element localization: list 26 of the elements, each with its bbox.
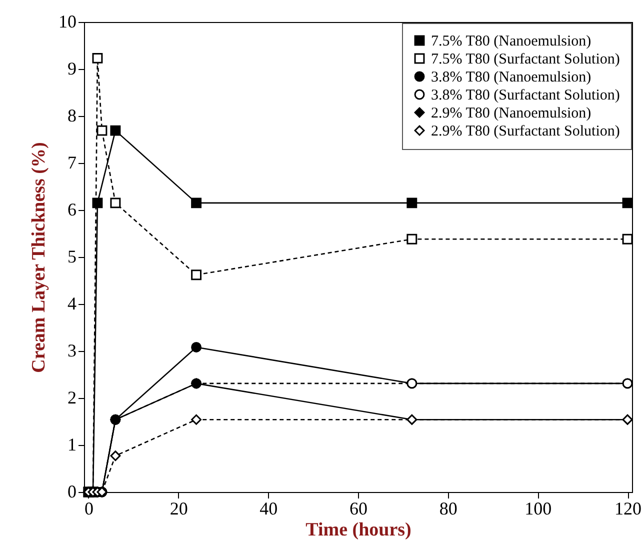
x-axis-title: Time (hours) [306,520,412,540]
y-tick-label: 9 [68,58,76,78]
legend-label: 3.8% T80 (Nanoemulsion) [431,70,592,86]
legend-label: 7.5% T80 (Surfactant Solution) [431,52,620,68]
y-tick-label: 6 [68,200,76,220]
x-tick-label: 40 [260,498,278,518]
x-tick-label: 60 [350,498,368,518]
y-tick-label: 2 [68,388,76,408]
x-tick-label: 120 [614,498,642,518]
y-tick-label: 0 [68,482,76,502]
y-tick-label: 1 [68,434,76,454]
y-tick-label: 4 [68,294,76,314]
legend-label: 7.5% T80 (Nanoemulsion) [431,34,592,50]
y-tick-label: 8 [68,106,76,126]
x-tick-label: 20 [170,498,188,518]
legend-label: 2.9% T80 (Nanoemulsion) [431,106,592,122]
x-tick-label: 0 [84,498,94,518]
x-tick-label: 80 [439,498,458,518]
y-tick-label: 5 [68,246,76,266]
y-tick-label: 10 [58,12,76,32]
legend-label: 3.8% T80 (Surfactant Solution) [431,88,620,104]
legend-label: 2.9% T80 (Surfactant Solution) [431,124,620,140]
y-tick-label: 3 [68,340,76,360]
y-tick-label: 7 [68,152,76,172]
y-axis-title: Cream Layer Thickness (%) [28,142,50,373]
x-tick-label: 100 [524,498,552,518]
